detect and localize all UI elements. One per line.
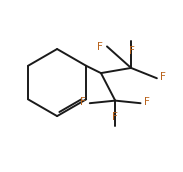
Text: F: F bbox=[160, 72, 166, 82]
Text: F: F bbox=[130, 46, 135, 56]
Text: F: F bbox=[144, 97, 150, 107]
Text: F: F bbox=[97, 42, 103, 52]
Text: F: F bbox=[112, 112, 118, 122]
Text: F: F bbox=[80, 97, 86, 107]
